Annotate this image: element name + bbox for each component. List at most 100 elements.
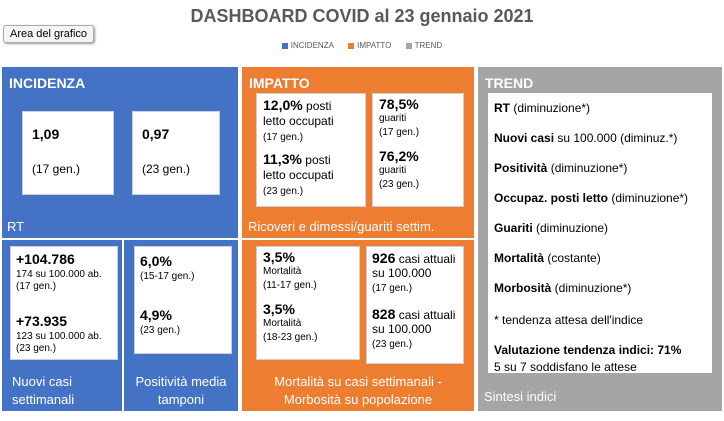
legend-item-incidenza: INCIDENZA <box>281 41 334 50</box>
trend-note: (diminuzione*) <box>510 101 591 115</box>
guariti-label-17: guariti <box>379 113 407 124</box>
mort-value-1: 3,5% <box>263 249 295 265</box>
pos-value-17: 6,0% <box>140 253 172 269</box>
letti-text-a-23: posti <box>301 153 331 167</box>
legend-swatch <box>281 42 288 49</box>
trend-row-rt: RT (diminuzione*) <box>494 101 710 115</box>
mortalita-caption-2: Morbosità su popolazione <box>283 392 433 407</box>
rt-caption: RT <box>7 219 25 234</box>
dashboard-title: DASHBOARD COVID al 23 gennaio 2021 <box>190 6 534 26</box>
positivita-caption-2: tamponi <box>157 392 205 407</box>
morb-date-23: (23 gen.) <box>372 339 413 350</box>
impatto-header: IMPATTO <box>249 75 310 91</box>
trend-label: Mortalità <box>494 251 545 265</box>
mort-date-2: (18-23 gen.) <box>263 332 318 343</box>
legend-swatch <box>405 42 412 49</box>
morb-23: 828 casi attuali su 100.000 (23 gen.) <box>372 307 455 352</box>
trend-row-positivita: Positività (diminuzione*) <box>494 161 710 175</box>
casi-value-17: +104.786 <box>16 251 75 267</box>
casi-value-23: +73.935 <box>16 313 67 329</box>
panel-trend: TREND RT (diminuzione*) Nuovi casi su 10… <box>476 65 724 413</box>
letti-date-23: (23 gen.) <box>263 186 304 197</box>
legend-label: IMPATTO <box>357 41 392 50</box>
letti-23: 11,3% posti letto occupati (23 gen.) <box>263 152 334 199</box>
trend-note: su 100.000 (diminuz.*) <box>554 131 678 145</box>
panel-positivita: 6,0% (15-17 gen.) 4,9% (23 gen.) Positiv… <box>122 238 240 413</box>
mort-label-2: Mortalità <box>263 318 302 329</box>
guariti-17: 78,5% guariti (17 gen.) <box>379 96 420 139</box>
pos-date-17: (15-17 gen.) <box>140 271 195 282</box>
trend-box: RT (diminuzione*) Nuovi casi su 100.000 … <box>488 93 712 374</box>
casi-date-17: (17 gen.) <box>16 281 57 292</box>
guariti-box: 78,5% guariti (17 gen.) 76,2% guariti (2… <box>372 93 464 207</box>
panel-rt: INCIDENZA 1,09 (17 gen.) 0,97 (23 gen.) … <box>0 65 240 240</box>
trend-label: Guariti <box>494 221 533 235</box>
guariti-value-17: 78,5% <box>379 96 419 112</box>
morb-text-a-23: casi attuali <box>395 308 456 322</box>
mort-11-17: 3,5% Mortalità (11-17 gen.) <box>263 249 317 292</box>
nuovi-casi-box: +104.786 174 su 100.000 ab. (17 gen.) +7… <box>10 246 118 360</box>
mortalita-box: 3,5% Mortalità (11-17 gen.) 3,5% Mortali… <box>256 246 360 360</box>
rt-date-23: (23 gen.) <box>142 162 191 176</box>
guariti-date-17: (17 gen.) <box>379 127 420 138</box>
letti-text-b-23: letto occupati <box>263 168 334 182</box>
chart-area-tooltip: Area del grafico <box>3 25 95 43</box>
trend-note: (diminuzione) <box>532 221 609 235</box>
trend-note: (diminuzione*) <box>547 161 628 175</box>
pos-value-23: 4,9% <box>140 307 172 323</box>
trend-note: (diminuzione*) <box>551 281 632 295</box>
letti-date-17: (17 gen.) <box>263 132 304 143</box>
rt-box-17: 1,09 (17 gen.) <box>22 111 114 195</box>
mort-value-2: 3,5% <box>263 301 295 317</box>
trend-label: Occupaz. posti letto <box>494 191 609 205</box>
letti-value-23: 11,3% <box>263 151 302 167</box>
morb-text-a-17: casi attuali <box>395 252 456 266</box>
legend: INCIDENZA IMPATTO TREND <box>0 41 724 50</box>
trend-caption: Sintesi indici <box>484 389 557 404</box>
legend-item-trend: TREND <box>405 41 443 50</box>
mort-18-23: 3,5% Mortalità (18-23 gen.) <box>263 301 318 344</box>
morbosita-box: 926 casi attuali su 100.000 (17 gen.) 82… <box>366 246 464 364</box>
casi-date-23: (23 gen.) <box>16 343 57 354</box>
trend-row-nuovi-casi: Nuovi casi su 100.000 (diminuz.*) <box>494 131 710 145</box>
ricoveri-caption: Ricoveri e dimessi/guariti settim. <box>248 219 435 234</box>
legend-label: TREND <box>414 41 443 50</box>
letti-box: 12,0% posti letto occupati (17 gen.) 11,… <box>256 93 366 207</box>
dashboard-frame: INCIDENZA 1,09 (17 gen.) 0,97 (23 gen.) … <box>0 58 724 419</box>
letti-value-17: 12,0% <box>263 97 303 113</box>
trend-label: Morbosità <box>494 281 552 295</box>
positivita-box: 6,0% (15-17 gen.) 4,9% (23 gen.) <box>134 246 232 354</box>
letti-17: 12,0% posti letto occupati (17 gen.) <box>263 98 334 145</box>
rt-box-23: 0,97 (23 gen.) <box>132 111 220 195</box>
casi-rate-23: 123 su 100.000 ab. <box>16 331 102 342</box>
trend-note: (diminuzione*) <box>608 191 689 205</box>
letti-text-b-17: letto occupati <box>263 114 334 128</box>
trend-footnote: * tendenza attesa dell'indice <box>494 313 644 327</box>
morb-date-17: (17 gen.) <box>372 283 413 294</box>
morb-value-23: 828 <box>372 306 396 322</box>
positivita-caption-1: Positività media <box>135 374 227 389</box>
trend-header: TREND <box>485 75 534 91</box>
trend-row-morbosita: Morbosità (diminuzione*) <box>494 281 710 295</box>
rt-date-17: (17 gen.) <box>32 162 81 176</box>
panel-mortalita: 3,5% Mortalità (11-17 gen.) 3,5% Mortali… <box>240 238 476 413</box>
legend-swatch <box>348 42 355 49</box>
panel-nuovi-casi: +104.786 174 su 100.000 ab. (17 gen.) +7… <box>0 238 124 413</box>
mort-label-1: Mortalità <box>263 266 302 277</box>
morb-value-17: 926 <box>372 250 396 266</box>
guariti-23: 76,2% guariti (23 gen.) <box>379 148 420 191</box>
trend-note: (costante) <box>544 251 601 265</box>
legend-item-impatto: IMPATTO <box>348 41 391 50</box>
trend-list: RT (diminuzione*) Nuovi casi su 100.000 … <box>494 101 710 374</box>
mortalita-caption-1: Mortalità su casi settimanali - <box>274 374 442 389</box>
rt-value-17: 1,09 <box>32 126 60 142</box>
letti-text-a-17: posti <box>302 99 332 113</box>
trend-label: Positività <box>494 161 548 175</box>
pos-date-23: (23 gen.) <box>140 325 181 336</box>
nuovi-casi-caption-2: settimanali <box>12 392 75 407</box>
incidenza-header: INCIDENZA <box>9 75 86 91</box>
panel-ricoveri: IMPATTO 12,0% posti letto occupati (17 g… <box>240 65 476 240</box>
guariti-date-23: (23 gen.) <box>379 179 420 190</box>
trend-row-guariti: Guariti (diminuzione) <box>494 221 710 235</box>
guariti-value-23: 76,2% <box>379 148 419 164</box>
